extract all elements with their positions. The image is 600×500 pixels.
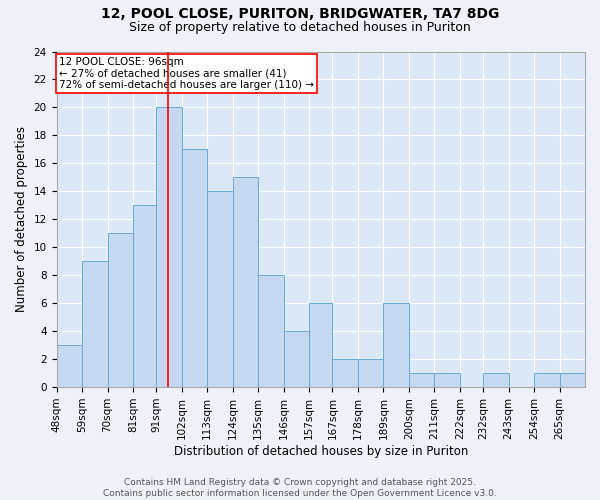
Y-axis label: Number of detached properties: Number of detached properties	[15, 126, 28, 312]
Text: Size of property relative to detached houses in Puriton: Size of property relative to detached ho…	[129, 21, 471, 34]
Text: Contains HM Land Registry data © Crown copyright and database right 2025.
Contai: Contains HM Land Registry data © Crown c…	[103, 478, 497, 498]
Bar	[409, 373, 434, 387]
Bar	[309, 303, 332, 387]
Bar	[207, 192, 233, 387]
Text: 12, POOL CLOSE, PURITON, BRIDGWATER, TA7 8DG: 12, POOL CLOSE, PURITON, BRIDGWATER, TA7…	[101, 8, 499, 22]
X-axis label: Distribution of detached houses by size in Puriton: Distribution of detached houses by size …	[173, 444, 468, 458]
Bar	[182, 150, 207, 387]
Bar	[133, 206, 156, 387]
Bar	[56, 345, 82, 387]
Bar	[82, 261, 107, 387]
Bar	[332, 359, 358, 387]
Bar	[284, 331, 309, 387]
Bar	[233, 178, 258, 387]
Bar	[156, 108, 182, 387]
Text: 12 POOL CLOSE: 96sqm
← 27% of detached houses are smaller (41)
72% of semi-detac: 12 POOL CLOSE: 96sqm ← 27% of detached h…	[59, 57, 314, 90]
Bar	[560, 373, 585, 387]
Bar	[434, 373, 460, 387]
Bar	[258, 275, 284, 387]
Bar	[383, 303, 409, 387]
Bar	[534, 373, 560, 387]
Bar	[358, 359, 383, 387]
Bar	[483, 373, 509, 387]
Bar	[107, 234, 133, 387]
